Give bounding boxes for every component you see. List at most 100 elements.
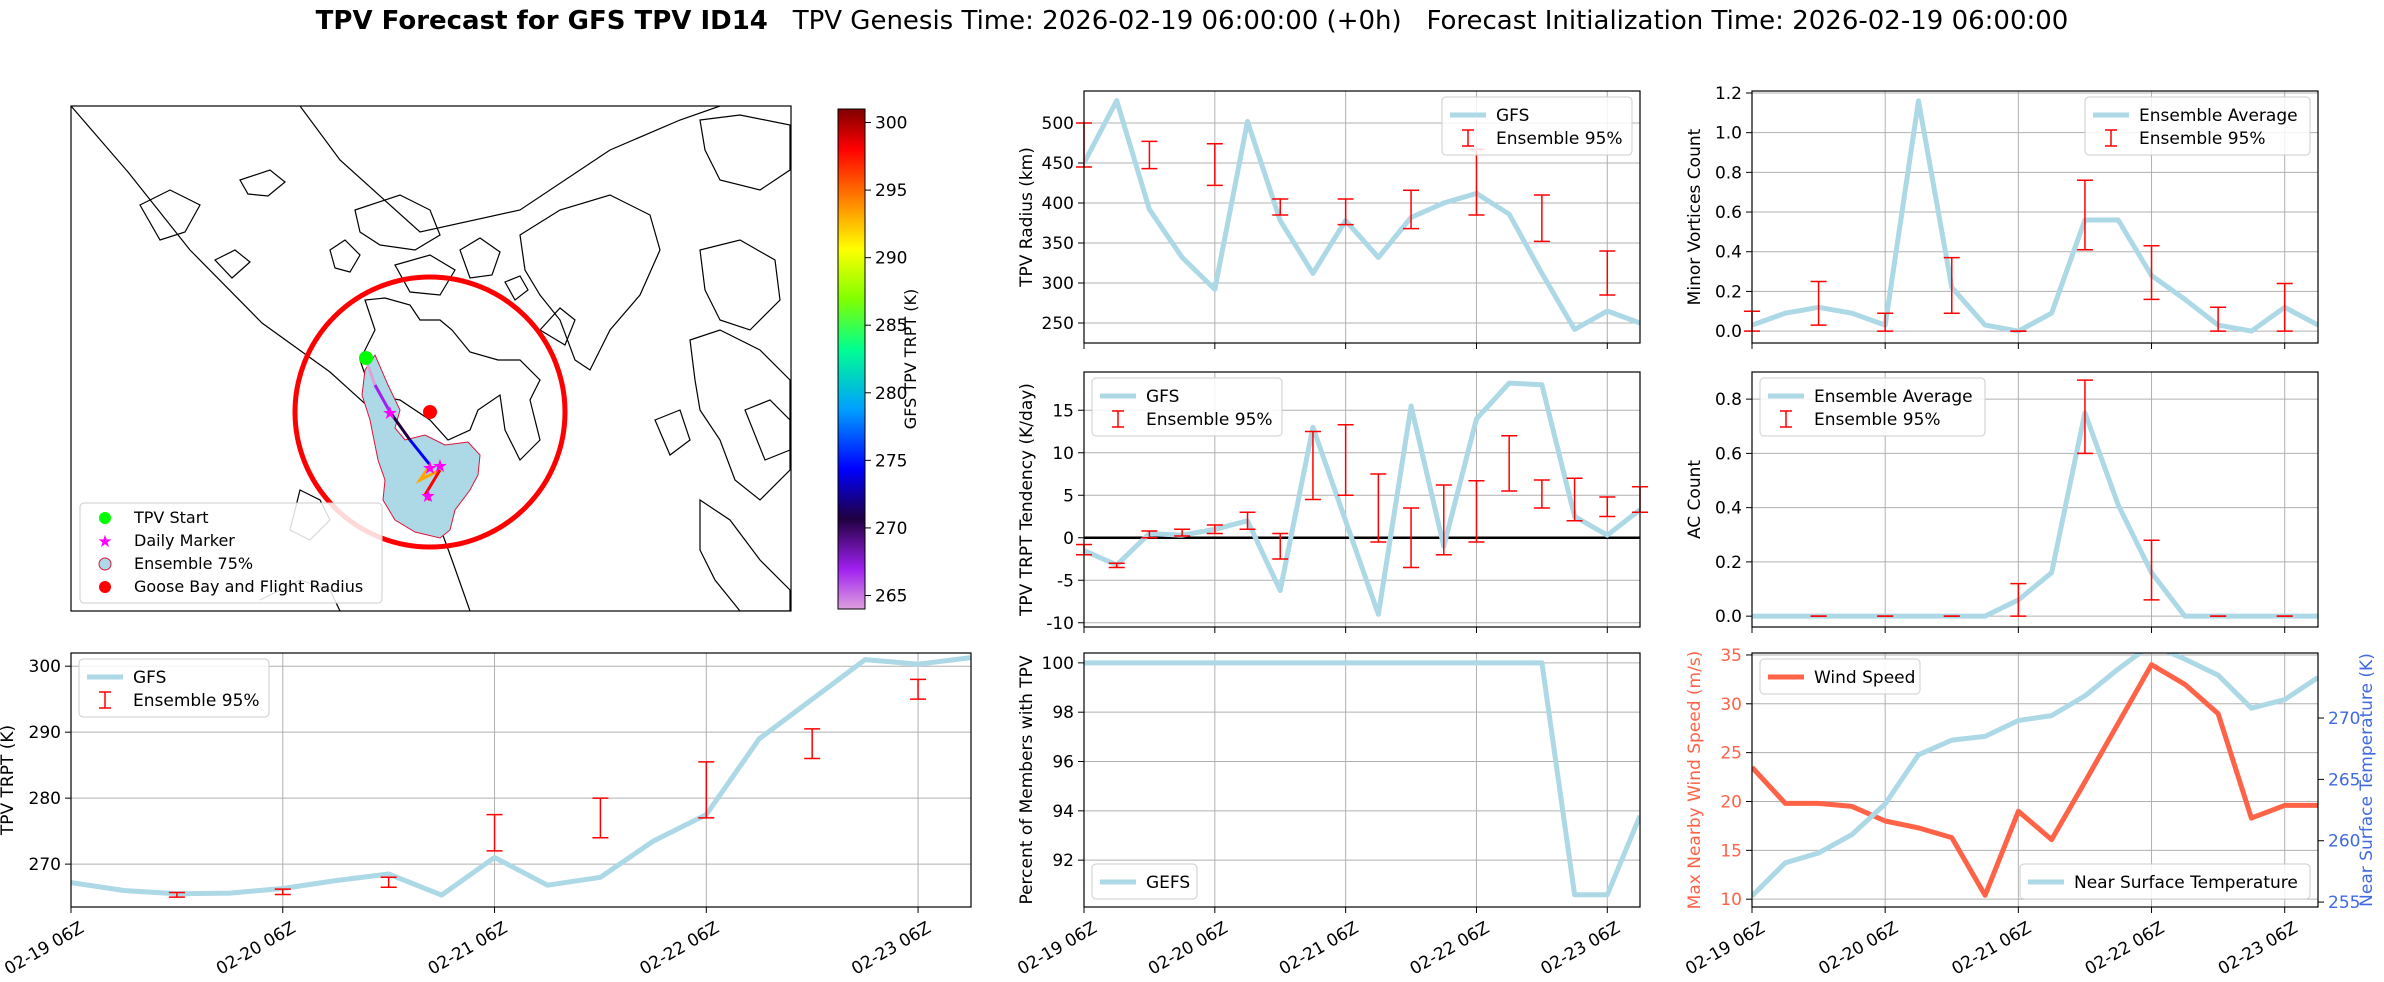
map-legend-label: TPV Start bbox=[133, 508, 209, 527]
legend: GFS Ensemble 95% bbox=[1091, 377, 1283, 437]
y-axis-label: Max Nearby Wind Speed (m/s) bbox=[1685, 651, 1705, 910]
legend-label: Ensemble 95% bbox=[1496, 129, 1623, 149]
series-ensemble-average bbox=[1752, 98, 2318, 334]
arctic-boundary bbox=[299, 106, 721, 233]
legend-box bbox=[1091, 377, 1283, 437]
x-tick-label: 02-22 06Z bbox=[637, 918, 723, 979]
baffin-bits bbox=[539, 307, 576, 346]
legend: GFS Ensemble 95% bbox=[1441, 96, 1633, 156]
y-tick-label: 0.0 bbox=[1715, 607, 1742, 627]
colorbar-tick-label: 295 bbox=[875, 181, 907, 201]
x-tick-label: 02-23 06Z bbox=[2215, 918, 2301, 979]
map-legend-label: Goose Bay and Flight Radius bbox=[134, 577, 363, 596]
y-tick-label: 0.6 bbox=[1715, 203, 1742, 223]
colorbar-tick-label: 280 bbox=[875, 384, 907, 404]
colorbar-tick-label: 270 bbox=[875, 519, 907, 539]
y-tick-label: 5 bbox=[1063, 486, 1074, 506]
error-bar bbox=[1877, 312, 1894, 332]
error-bar bbox=[1174, 528, 1191, 537]
legend-start-icon bbox=[99, 512, 111, 524]
y-tick-label: 350 bbox=[1042, 234, 1074, 254]
error-bar bbox=[1239, 511, 1256, 530]
x-tick-label: 02-22 06Z bbox=[1407, 918, 1493, 979]
map-legend-label: Ensemble 75% bbox=[134, 554, 253, 573]
chart-tendency: -10 -5 0 5 10 15 TPV TRPT Tendency (K/day) GFS E… bbox=[1017, 371, 1648, 634]
legend-label: Ensemble 95% bbox=[2139, 129, 2266, 149]
error-bar bbox=[1403, 507, 1420, 569]
y-tick-label: 1.0 bbox=[1715, 124, 1742, 144]
error-bar bbox=[1206, 143, 1223, 187]
error-bar bbox=[1304, 430, 1321, 501]
y-tick-label: 1.2 bbox=[1715, 84, 1742, 104]
y-tick-label: 0.2 bbox=[1715, 553, 1742, 573]
goose-bay-marker bbox=[423, 405, 437, 419]
x-tick-label: 02-21 06Z bbox=[1276, 918, 1362, 979]
axes-frame bbox=[70, 652, 972, 908]
error-bar bbox=[2143, 539, 2160, 601]
legend-box bbox=[1759, 658, 1921, 695]
y-tick-label: -10 bbox=[1046, 614, 1074, 634]
arctic-islands-d bbox=[504, 275, 529, 301]
legend: GEFS bbox=[1091, 863, 1198, 900]
y-tick-label: 98 bbox=[1052, 703, 1074, 723]
y-tick-label: 250 bbox=[1042, 314, 1074, 334]
legend-label: GFS bbox=[1146, 387, 1179, 407]
legend-label: GFS bbox=[1496, 106, 1529, 126]
y-tick-label: 15 bbox=[1720, 841, 1742, 861]
error-bar bbox=[2276, 282, 2293, 332]
axes-frame bbox=[1751, 90, 2319, 344]
map-legend-label: Daily Marker bbox=[134, 531, 235, 550]
y-tick-label: 35 bbox=[1720, 646, 1742, 666]
y-tick-label: 280 bbox=[29, 789, 61, 809]
y-tick-label: 0.4 bbox=[1715, 499, 1742, 519]
y-tick-label: 15 bbox=[1052, 401, 1074, 421]
error-bar bbox=[1370, 473, 1387, 543]
legend-box bbox=[1091, 863, 1198, 900]
legend-goosebay-icon bbox=[99, 581, 111, 593]
y-right-tick-label: 270 bbox=[2328, 709, 2360, 729]
error-bar bbox=[1337, 198, 1354, 226]
tpv-track bbox=[364, 359, 442, 502]
x-tick-label: 02-21 06Z bbox=[1949, 918, 2035, 979]
x-tick-label: 02-23 06Z bbox=[1538, 918, 1624, 979]
error-bar bbox=[2076, 379, 2093, 455]
error-bar bbox=[1108, 562, 1125, 569]
y-axis-label: AC Count bbox=[1685, 460, 1705, 539]
colorbar-tick-label: 285 bbox=[875, 316, 907, 336]
legend-label: Ensemble Average bbox=[2139, 106, 2298, 126]
legend: GFS Ensemble 95% bbox=[78, 658, 270, 718]
y-tick-label: 10 bbox=[1052, 444, 1074, 464]
legend-label: Wind Speed bbox=[1814, 668, 1915, 688]
map-panel: ★ ★ ★ ★ ★ TPV Start Daily Marker Ensembl… bbox=[70, 105, 920, 612]
y-tick-label: 30 bbox=[1720, 695, 1742, 715]
error-bar bbox=[1468, 480, 1485, 543]
error-bar bbox=[1141, 140, 1158, 170]
y-axis-label: TPV Radius (km) bbox=[1017, 147, 1037, 288]
y-tick-label: 20 bbox=[1720, 792, 1742, 812]
y-tick-label: 500 bbox=[1042, 114, 1074, 134]
x-tick-label: 02-19 06Z bbox=[1, 918, 87, 979]
x-tick-label: 02-20 06Z bbox=[1815, 918, 1901, 979]
legend: Ensemble Average Ensemble 95% bbox=[1759, 377, 1986, 437]
legend-label: Ensemble 95% bbox=[1146, 410, 1273, 430]
y-tick-label: 94 bbox=[1052, 802, 1074, 822]
colorbar-tick-label: 290 bbox=[875, 249, 907, 269]
y-tick-label: 100 bbox=[1042, 654, 1074, 674]
svalbard-region bbox=[699, 114, 791, 191]
error-bar bbox=[1810, 280, 1827, 326]
series-ensemble-average bbox=[1752, 410, 2318, 619]
error-bar bbox=[1533, 194, 1550, 243]
error-bar bbox=[1566, 477, 1583, 522]
legend-label: GEFS bbox=[1146, 873, 1190, 893]
x-tick-label: 02-20 06Z bbox=[1145, 918, 1231, 979]
y-tick-label: 300 bbox=[29, 657, 61, 677]
error-bar bbox=[380, 876, 397, 888]
x-tick-label: 02-23 06Z bbox=[848, 918, 934, 979]
colorbar-gradient bbox=[837, 108, 866, 610]
x-tick-label: 02-21 06Z bbox=[425, 918, 511, 979]
island-3 bbox=[239, 169, 286, 197]
y-tick-label: 10 bbox=[1720, 890, 1742, 910]
colorbar-label: GFS TPV TRPT (K) bbox=[901, 289, 920, 429]
